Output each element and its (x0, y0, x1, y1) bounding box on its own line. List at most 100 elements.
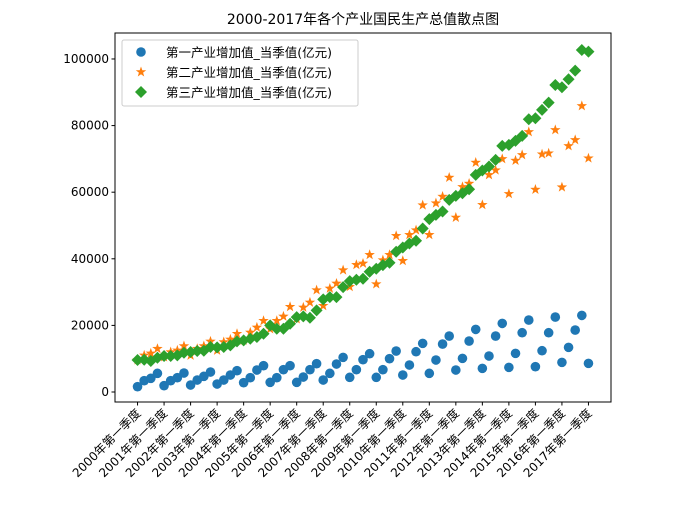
data-point (257, 327, 270, 340)
data-point (330, 291, 343, 304)
data-point (443, 172, 455, 182)
data-point (510, 155, 521, 165)
data-point (383, 256, 396, 269)
legend-marker-diamond-icon (135, 86, 147, 98)
legend-marker-circle-icon (136, 47, 146, 57)
data-point (536, 148, 548, 159)
data-point (550, 124, 561, 135)
data-point (152, 343, 163, 354)
data-point (311, 358, 322, 369)
data-point (530, 184, 541, 194)
data-point (523, 315, 534, 325)
data-point (411, 346, 421, 357)
data-point (211, 341, 224, 354)
data-point (484, 351, 494, 361)
data-point (562, 73, 575, 86)
data-point (384, 249, 395, 260)
data-point (576, 100, 588, 111)
data-point (404, 229, 415, 240)
data-point (463, 183, 476, 196)
data-point (304, 296, 316, 307)
data-point (258, 315, 269, 326)
data-point (510, 348, 521, 359)
data-point (284, 301, 296, 312)
data-point (464, 336, 474, 346)
data-point (357, 257, 369, 268)
series-2 (132, 100, 594, 365)
data-point (529, 112, 542, 125)
data-point (583, 358, 594, 369)
data-point (152, 368, 163, 379)
data-point (245, 372, 256, 383)
data-point (331, 359, 342, 369)
legend-label: 第三产业增加值_当季值(亿元) (166, 85, 332, 100)
data-point (371, 278, 382, 289)
data-point (437, 339, 448, 349)
data-point (178, 340, 190, 351)
data-point (251, 321, 263, 332)
data-point (278, 310, 289, 321)
data-point (371, 372, 382, 383)
data-point (185, 380, 196, 390)
legend-item: 第三产业增加值_当季值(亿元) (135, 85, 332, 100)
data-point (523, 126, 535, 137)
legend-item: 第一产业增加值_当季值(亿元) (136, 45, 332, 60)
data-point (244, 332, 257, 345)
data-point (298, 301, 309, 312)
data-point (231, 328, 243, 339)
data-point (457, 353, 468, 364)
data-point (410, 234, 423, 247)
data-point (517, 327, 527, 338)
data-point (298, 372, 309, 382)
data-point (258, 360, 269, 371)
data-point (424, 368, 435, 379)
plot-frame (114, 32, 612, 403)
data-point (457, 181, 468, 192)
data-point (310, 304, 323, 317)
data-point (158, 350, 171, 363)
data-point (285, 360, 295, 371)
data-point (477, 363, 488, 374)
legend-box (121, 39, 359, 107)
series-3 (131, 43, 595, 368)
data-point (311, 284, 322, 295)
data-point (218, 375, 229, 385)
data-point (318, 375, 329, 385)
data-point (179, 368, 189, 378)
data-point (271, 315, 283, 326)
data-point (537, 345, 547, 356)
data-point (132, 381, 143, 392)
data-point (563, 342, 574, 353)
data-point (397, 370, 408, 380)
data-point (364, 249, 375, 260)
data-point (303, 311, 316, 324)
data-point (270, 322, 283, 335)
y-tick-label: 100000 (63, 52, 109, 66)
data-point (145, 347, 157, 358)
data-point (569, 64, 582, 77)
data-point (232, 365, 242, 376)
data-point (416, 222, 429, 235)
legend-item: 第二产业增加值_当季值(亿元) (135, 65, 332, 80)
data-point (516, 149, 528, 160)
data-point (337, 281, 350, 294)
data-point (417, 199, 428, 210)
data-point (542, 96, 555, 109)
data-point (563, 140, 574, 151)
data-point (351, 259, 362, 270)
legend-marker-star-icon (135, 66, 147, 77)
data-point (536, 103, 549, 116)
data-point (397, 255, 409, 266)
data-point (482, 160, 495, 173)
data-point (543, 327, 554, 338)
data-point (516, 129, 529, 142)
data-point (451, 365, 461, 375)
data-point (444, 331, 455, 341)
data-point (357, 272, 369, 285)
data-point (417, 338, 428, 349)
data-point (556, 181, 568, 192)
legend: 第一产业增加值_当季值(亿元) 第二产业增加值_当季值(亿元) 第三产业增加值_当季… (121, 39, 359, 107)
data-point (358, 354, 368, 365)
data-point (530, 361, 541, 372)
